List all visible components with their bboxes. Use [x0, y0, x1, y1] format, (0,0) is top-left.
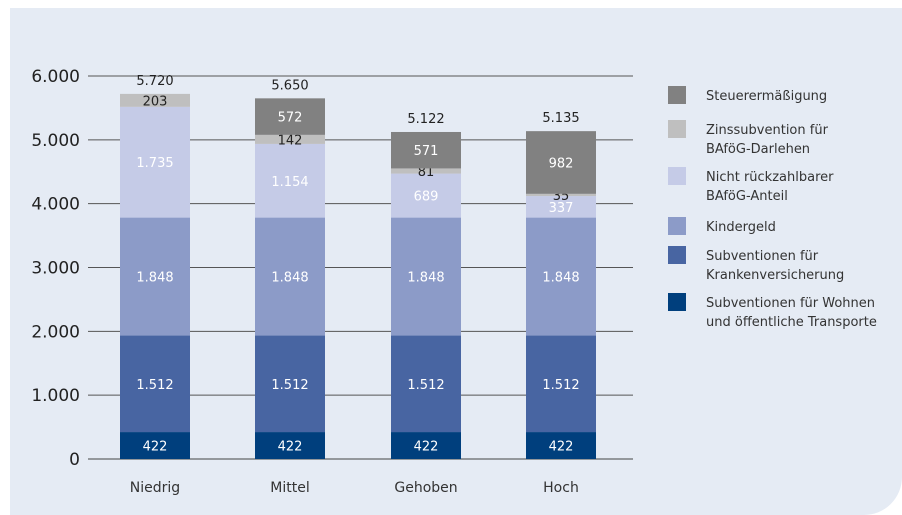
value-label: 422	[143, 440, 168, 455]
x-tick-label: Gehoben	[394, 480, 457, 496]
legend-label: Kindergeld	[706, 220, 776, 235]
y-tick-label: 2.000	[31, 322, 80, 342]
total-label: 5.122	[407, 112, 444, 127]
total-label: 5.720	[136, 74, 173, 89]
value-label: 1.848	[136, 271, 173, 286]
legend-label: Steuerermäßigung	[706, 89, 828, 104]
legend-label: Subventionen für Wohnen und öffentliche …	[706, 296, 877, 330]
bar-segment	[391, 335, 461, 433]
bar-segment	[526, 432, 596, 459]
x-tick-label: Hoch	[543, 480, 579, 496]
y-tick-label: 1.000	[31, 386, 80, 406]
bar-segment	[526, 217, 596, 336]
bar-segment	[391, 432, 461, 459]
value-label: 142	[278, 133, 303, 148]
value-label: 422	[414, 440, 439, 455]
bar-segment	[120, 93, 190, 107]
value-label: 1.848	[407, 271, 444, 286]
bar-segment	[120, 217, 190, 336]
y-tick-label: 4.000	[31, 195, 80, 215]
value-label: 1.512	[136, 378, 173, 393]
value-label: 571	[414, 144, 439, 159]
bar-segment	[255, 143, 325, 218]
legend-swatch	[668, 246, 686, 264]
value-label: 1.512	[407, 378, 444, 393]
bar-segment	[526, 196, 596, 218]
legend-label: Subventionen für Krankenversicherung	[706, 249, 845, 283]
bar-segment	[526, 193, 596, 197]
bar-segment	[120, 432, 190, 459]
bar-segment	[391, 173, 461, 218]
legend-swatch	[668, 293, 686, 311]
legend-swatch	[668, 120, 686, 138]
bar-segment	[255, 335, 325, 433]
value-label: 1.512	[271, 378, 308, 393]
legend-label: Zinssubvention für BAföG-Darlehen	[706, 123, 828, 157]
bar-segment	[255, 432, 325, 459]
value-label: 337	[549, 201, 574, 216]
bar-segment	[391, 131, 461, 169]
y-tick-label: 6.000	[31, 67, 80, 87]
bar-segment	[526, 335, 596, 433]
value-label: 422	[278, 440, 303, 455]
bar-segment	[391, 217, 461, 336]
value-label: 81	[418, 165, 435, 180]
total-label: 5.650	[271, 78, 308, 93]
value-label: 689	[414, 190, 439, 205]
x-tick-label: Niedrig	[130, 480, 180, 496]
y-tick-label: 5.000	[31, 131, 80, 151]
value-label: 1.512	[542, 378, 579, 393]
value-label: 422	[549, 440, 574, 455]
value-label: 1.735	[136, 156, 173, 171]
bar-segment	[255, 217, 325, 336]
total-label: 5.135	[542, 111, 579, 126]
legend-swatch	[668, 167, 686, 185]
bar-segment	[255, 134, 325, 144]
bar-segment	[120, 106, 190, 218]
value-label: 203	[143, 94, 168, 109]
value-label: 982	[549, 156, 574, 171]
bar-segment	[526, 131, 596, 194]
bar-segment	[120, 335, 190, 433]
value-label: 572	[278, 111, 303, 126]
y-tick-label: 3.000	[31, 259, 80, 279]
x-tick-label: Mittel	[270, 480, 309, 496]
legend-label: Nicht rückzahlbarer BAföG-Anteil	[706, 170, 834, 204]
bar-segment	[255, 98, 325, 135]
value-label: 1.154	[271, 175, 308, 190]
bar-segment	[391, 168, 461, 174]
value-label: 1.848	[271, 271, 308, 286]
legend-swatch	[668, 86, 686, 104]
value-label: 1.848	[542, 271, 579, 286]
legend-swatch	[668, 217, 686, 235]
y-tick-label: 0	[69, 450, 80, 470]
